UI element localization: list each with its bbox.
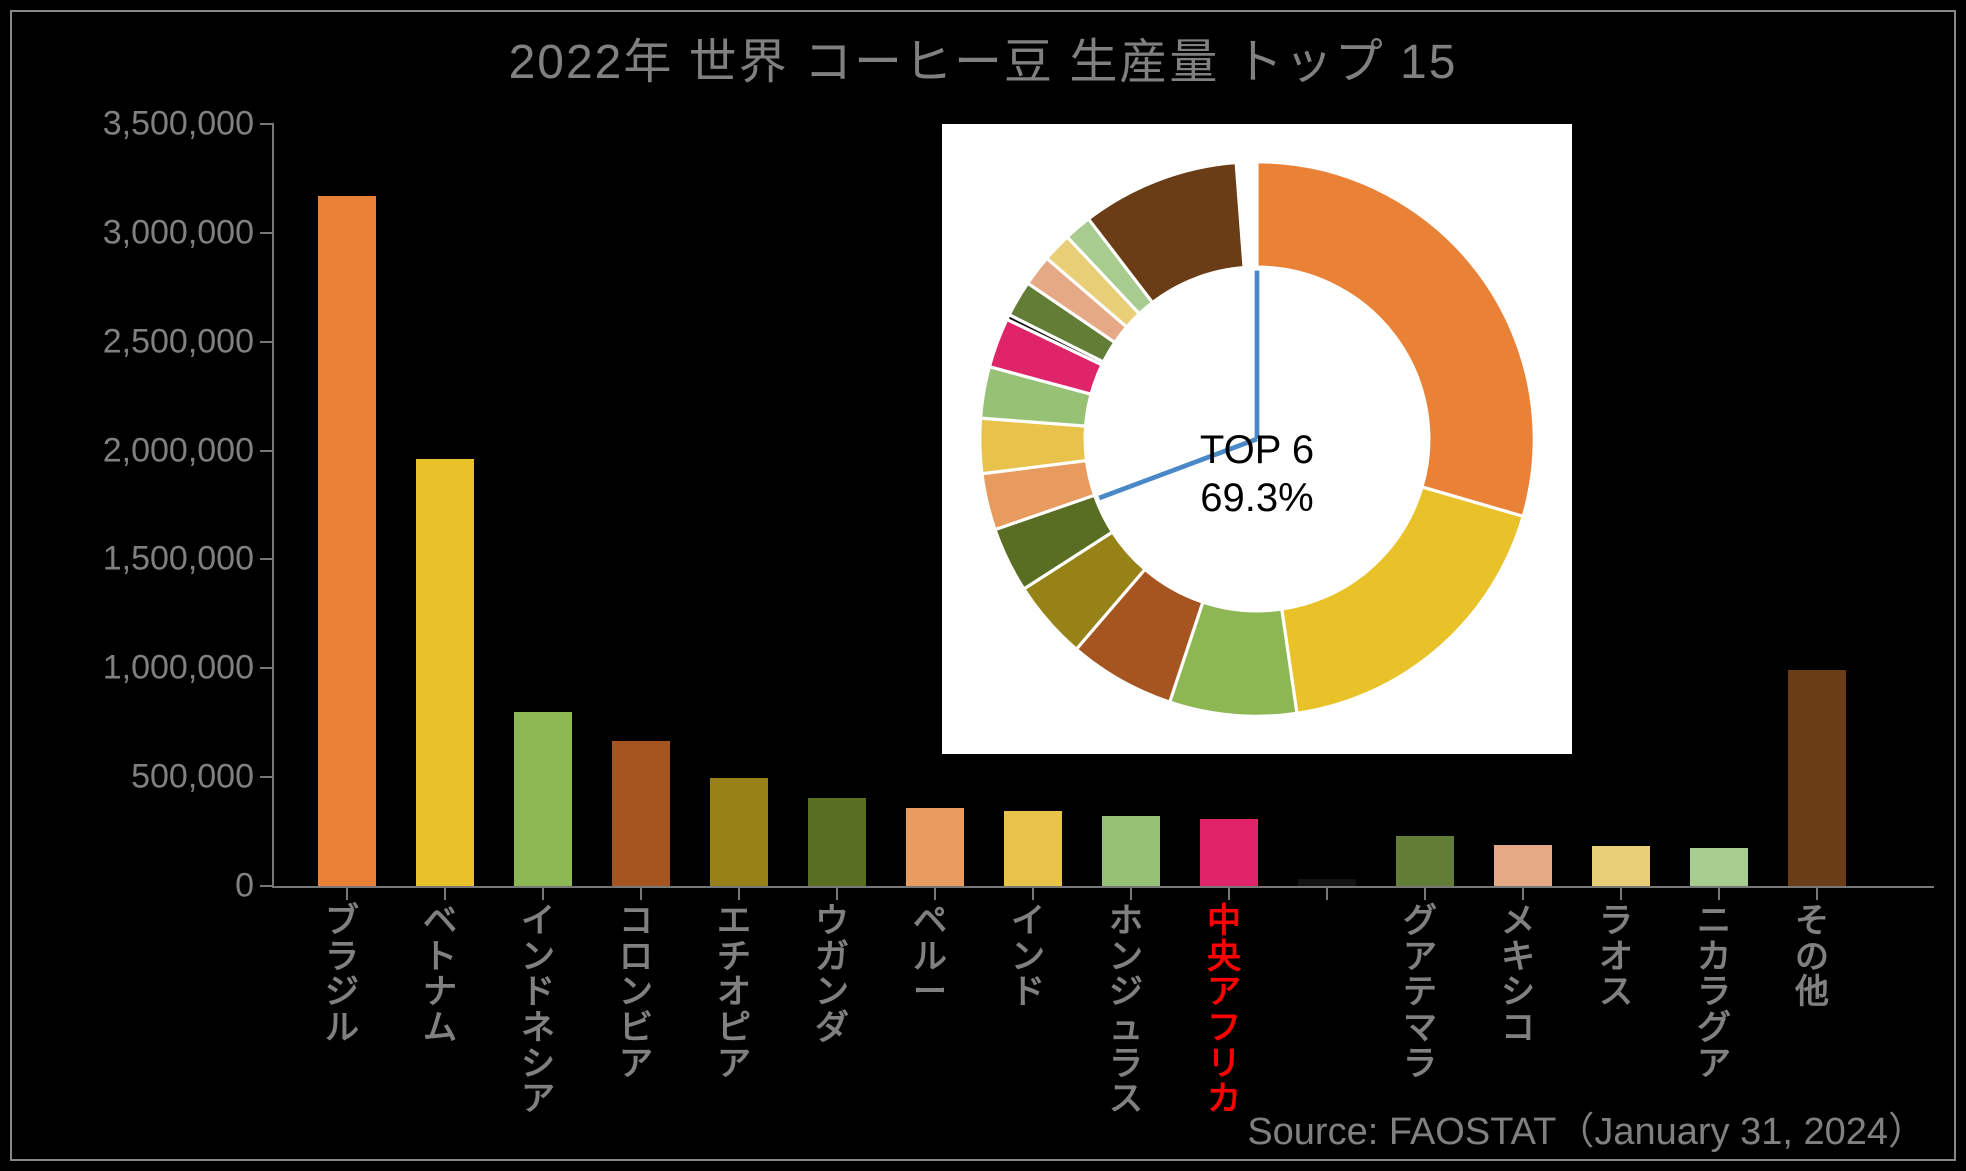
bar	[416, 459, 474, 886]
x-tick-label: インド	[1011, 904, 1045, 1011]
chart-frame: 2022年 世界 コーヒー豆 生産量 トップ 15 0 500,000 1,000,…	[10, 10, 1956, 1161]
bar	[1004, 811, 1062, 886]
bar	[514, 712, 572, 886]
x-tick-label: エチオピア	[717, 904, 751, 1082]
bar	[808, 798, 866, 886]
donut-center-line2: 69.3%	[942, 474, 1572, 522]
bar	[1788, 670, 1846, 886]
bar	[1690, 848, 1748, 886]
donut-center-line1: TOP 6	[1200, 428, 1314, 472]
x-tick-label: 中央アフリカ	[1207, 904, 1241, 1118]
bar	[1592, 846, 1650, 886]
bar	[710, 778, 768, 886]
donut-panel: TOP 6 69.3%	[942, 124, 1572, 754]
bar	[318, 196, 376, 886]
y-tick-label: 1,000,000	[34, 649, 254, 688]
y-tick-label: 500,000	[34, 758, 254, 797]
x-tick-label: メキシコ	[1501, 904, 1535, 1047]
y-tick-label: 3,000,000	[34, 213, 254, 252]
y-tick-label: 3,500,000	[34, 105, 254, 144]
x-tick-label: ホンジュラス	[1109, 904, 1143, 1118]
bar	[906, 808, 964, 886]
y-tick-label: 2,000,000	[34, 431, 254, 470]
bar	[1396, 836, 1454, 886]
x-tick-label: ペルー	[913, 904, 947, 1011]
chart-source: Source: FAOSTAT（January 31, 2024）	[1247, 1100, 1926, 1155]
x-tick-label: グアテマラ	[1403, 904, 1437, 1082]
bar	[1494, 845, 1552, 886]
x-tick-label: ベトナム	[423, 904, 457, 1047]
bar	[612, 741, 670, 886]
x-tick-label: ラオス	[1599, 904, 1633, 1011]
y-tick-label: 2,500,000	[34, 322, 254, 361]
x-tick-label: ブラジル	[325, 904, 359, 1047]
x-tick-label: その他	[1795, 904, 1829, 1011]
x-tick-label: ギニア	[1305, 904, 1339, 1011]
x-tick-label: ウガンダ	[815, 904, 849, 1047]
y-tick-label: 1,500,000	[34, 540, 254, 579]
bar	[1200, 819, 1258, 886]
x-tick-label: ニカラグア	[1697, 904, 1731, 1082]
bar	[1102, 816, 1160, 886]
donut-center-label: TOP 6 69.3%	[942, 426, 1572, 522]
y-tick-label: 0	[34, 867, 254, 906]
chart-title: 2022年 世界 コーヒー豆 生産量 トップ 15	[12, 22, 1954, 92]
x-tick-label: コロンビア	[619, 904, 653, 1082]
x-tick-label: インドネシア	[521, 904, 555, 1118]
